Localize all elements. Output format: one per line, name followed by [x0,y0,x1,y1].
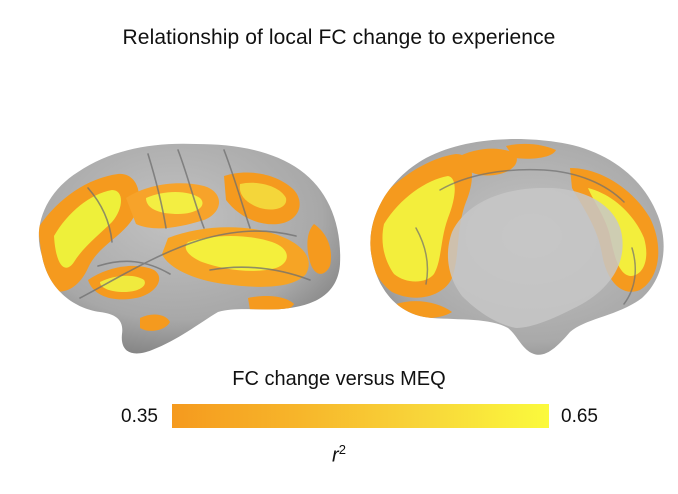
lateral-brain-view [28,128,348,364]
lateral-activation-overlay [38,172,332,331]
medial-brain-svg [370,139,664,355]
colorbar-min-label: 0.35 [121,406,158,427]
colorbar-axis-label: r2 [0,442,678,468]
colorbar-axis-base: r [332,444,339,467]
medial-wall [447,187,623,328]
lateral-sulci [79,149,311,299]
medial-sulci [415,168,637,305]
medial-activation-overlay [370,143,659,319]
figure-title: Relationship of local FC change to exper… [122,26,556,49]
colorbar-max-label: 0.65 [561,406,598,427]
colorbar-gradient [172,404,549,428]
colorbar-title: FC change versus MEQ [232,368,446,390]
lateral-brain-svg [38,143,341,354]
medial-brain-view [356,128,672,364]
colorbar-axis-exponent: 2 [338,442,346,457]
